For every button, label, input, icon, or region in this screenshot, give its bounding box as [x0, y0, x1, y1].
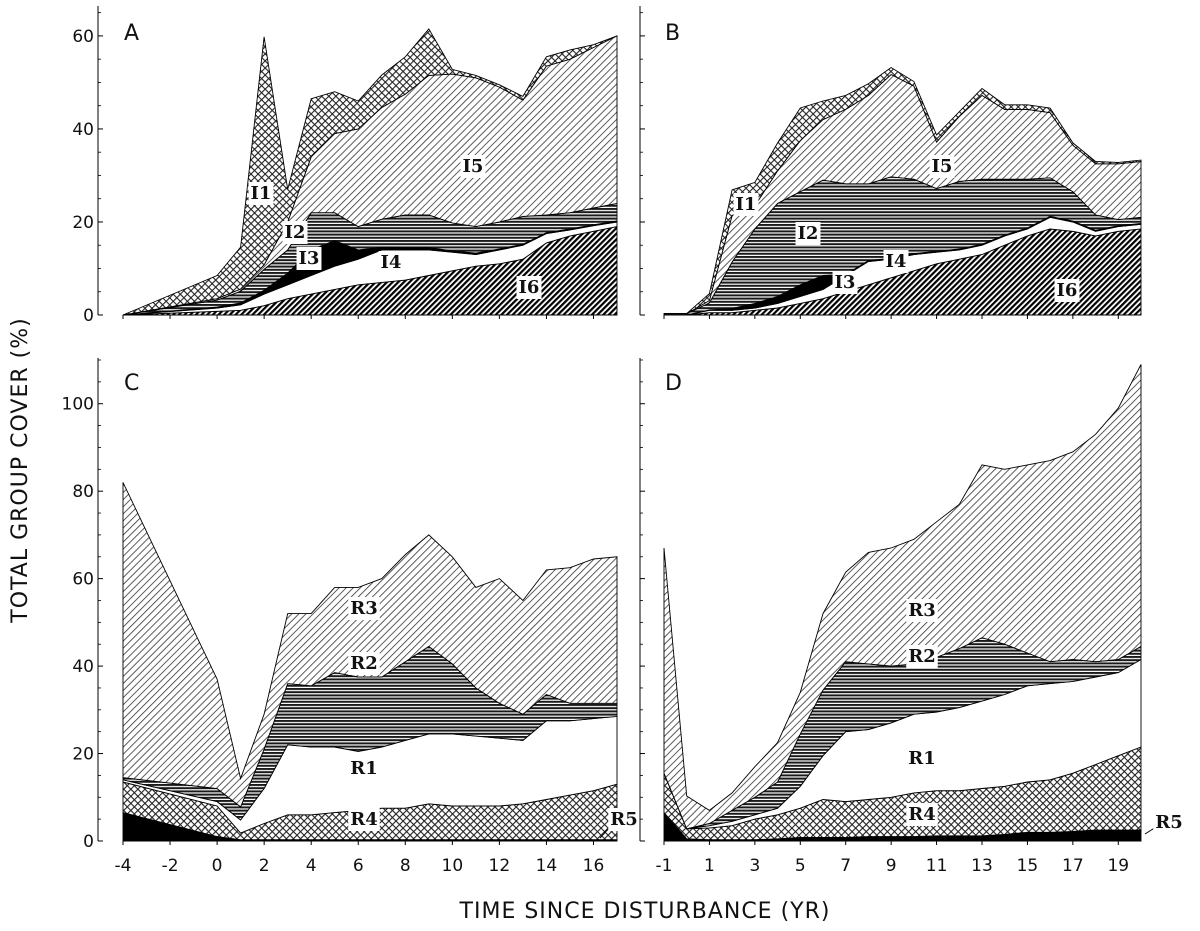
x-tick-label: -1: [656, 856, 673, 876]
layer-label-bg: [906, 645, 938, 668]
x-tick-label: 7: [840, 856, 851, 876]
layer-label-r5: R5: [1155, 812, 1182, 833]
x-tick-label: 19: [1107, 856, 1129, 876]
x-tick-label: 5: [795, 856, 806, 876]
x-tick-label: 13: [971, 856, 993, 876]
panel-a: 0 20 40 60 A I6 I4 I3 I2 I5 I1: [72, 6, 618, 326]
layer-label-i6: I6: [519, 277, 540, 298]
x-axis-title: TIME SINCE DISTURBANCE (YR): [459, 899, 831, 924]
layer-label-r5: R5: [610, 809, 637, 830]
y-tick-label: 20: [72, 213, 94, 233]
layer-label-bg: [516, 276, 542, 299]
x-tick-label: -4: [115, 856, 132, 876]
label-leader-line: [813, 282, 827, 285]
layer-label-i3: I3: [835, 272, 856, 293]
layer-label-i1: I1: [736, 194, 757, 215]
area-b-i1: [664, 66, 1142, 315]
y-tick-label: 80: [72, 482, 94, 502]
x-tick-label: -2: [162, 856, 179, 876]
area-d-r3: [663, 364, 1142, 830]
x-tick-label: 4: [306, 856, 317, 876]
layer-label-i5: I5: [463, 156, 484, 177]
layer-label-bg: [378, 251, 404, 274]
layer-label-bg: [929, 155, 955, 178]
x-tick-label: 2: [259, 856, 270, 876]
y-tick-label: 40: [72, 120, 94, 140]
x-tick-label: 1: [704, 856, 715, 876]
y-tick-label: 100: [62, 395, 94, 415]
layer-label-r4: R4: [908, 804, 935, 825]
area-c-r3: [122, 482, 618, 808]
x-tick-label: 3: [749, 856, 760, 876]
y-tick-label: 60: [72, 27, 94, 47]
panel-letter: B: [665, 21, 680, 46]
x-tick-label: 17: [1062, 856, 1084, 876]
layer-label-bg: [248, 182, 274, 205]
x-tick-label: 6: [353, 856, 364, 876]
layer-label-bg: [795, 222, 821, 245]
x-tick-label: 15: [1017, 856, 1039, 876]
layer-label-i3: I3: [299, 248, 320, 269]
y-axis-title: TOTAL GROUP COVER (%): [8, 317, 33, 623]
layer-label-bg: [1153, 811, 1185, 834]
layer-label-bg: [906, 803, 938, 826]
layer-label-bg: [296, 247, 322, 270]
x-tick-label: 0: [212, 856, 223, 876]
layer-label-i2: I2: [285, 222, 306, 243]
x-tick-label: 12: [489, 856, 511, 876]
layer-label-r3: R3: [908, 600, 935, 621]
layer-label-bg: [832, 271, 858, 294]
layer-label-bg: [348, 808, 380, 831]
layer-label-r1: R1: [350, 758, 377, 779]
layer-label-i2: I2: [798, 223, 819, 244]
layer-label-bg: [906, 747, 938, 770]
layer-label-bg: [906, 599, 938, 622]
x-tick-label: 14: [536, 856, 558, 876]
panel-b: B I6 I4 I3 I2 I5 I1: [639, 6, 1142, 319]
x-tick-label: 10: [442, 856, 464, 876]
y-tick-label: 60: [72, 570, 94, 590]
layer-label-i1: I1: [251, 183, 272, 204]
layer-label-r2: R2: [350, 653, 377, 674]
layer-label-bg: [1054, 279, 1080, 302]
layer-label-r4: R4: [350, 809, 377, 830]
y-tick-label: 20: [72, 745, 94, 765]
x-tick-label: 11: [926, 856, 948, 876]
layer-label-i4: I4: [381, 252, 402, 273]
layer-label-r1: R1: [908, 748, 935, 769]
y-tick-label: 40: [72, 657, 94, 677]
layer-label-bg: [733, 193, 759, 216]
y-tick-label: 0: [83, 306, 94, 326]
y-tick-label: 0: [83, 832, 94, 852]
layer-label-i4: I4: [886, 251, 907, 272]
panel-letter: A: [124, 21, 139, 46]
layer-label-bg: [348, 757, 380, 780]
x-tick-label: 16: [583, 856, 605, 876]
layer-label-bg: [348, 597, 380, 620]
layer-label-i5: I5: [932, 156, 953, 177]
layer-label-r3: R3: [350, 598, 377, 619]
layer-label-bg: [282, 221, 308, 244]
x-tick-label: 9: [886, 856, 897, 876]
layer-label-bg: [608, 808, 640, 831]
layer-label-i6: I6: [1057, 280, 1078, 301]
layer-label-bg: [883, 250, 909, 273]
x-tick-label: 8: [400, 856, 411, 876]
layer-label-bg: [348, 652, 380, 675]
panel-c: 0 20 40 60 80 100 -4 -2 0 2 4 6 8 10 12 14 16 C R5 R4 R1 R2 R3: [62, 358, 640, 876]
panel-letter: C: [124, 371, 139, 396]
layer-label-bg: [460, 155, 486, 178]
panel-letter: D: [665, 371, 682, 396]
area-a-i1: [122, 28, 618, 316]
layer-label-r2: R2: [908, 646, 935, 667]
